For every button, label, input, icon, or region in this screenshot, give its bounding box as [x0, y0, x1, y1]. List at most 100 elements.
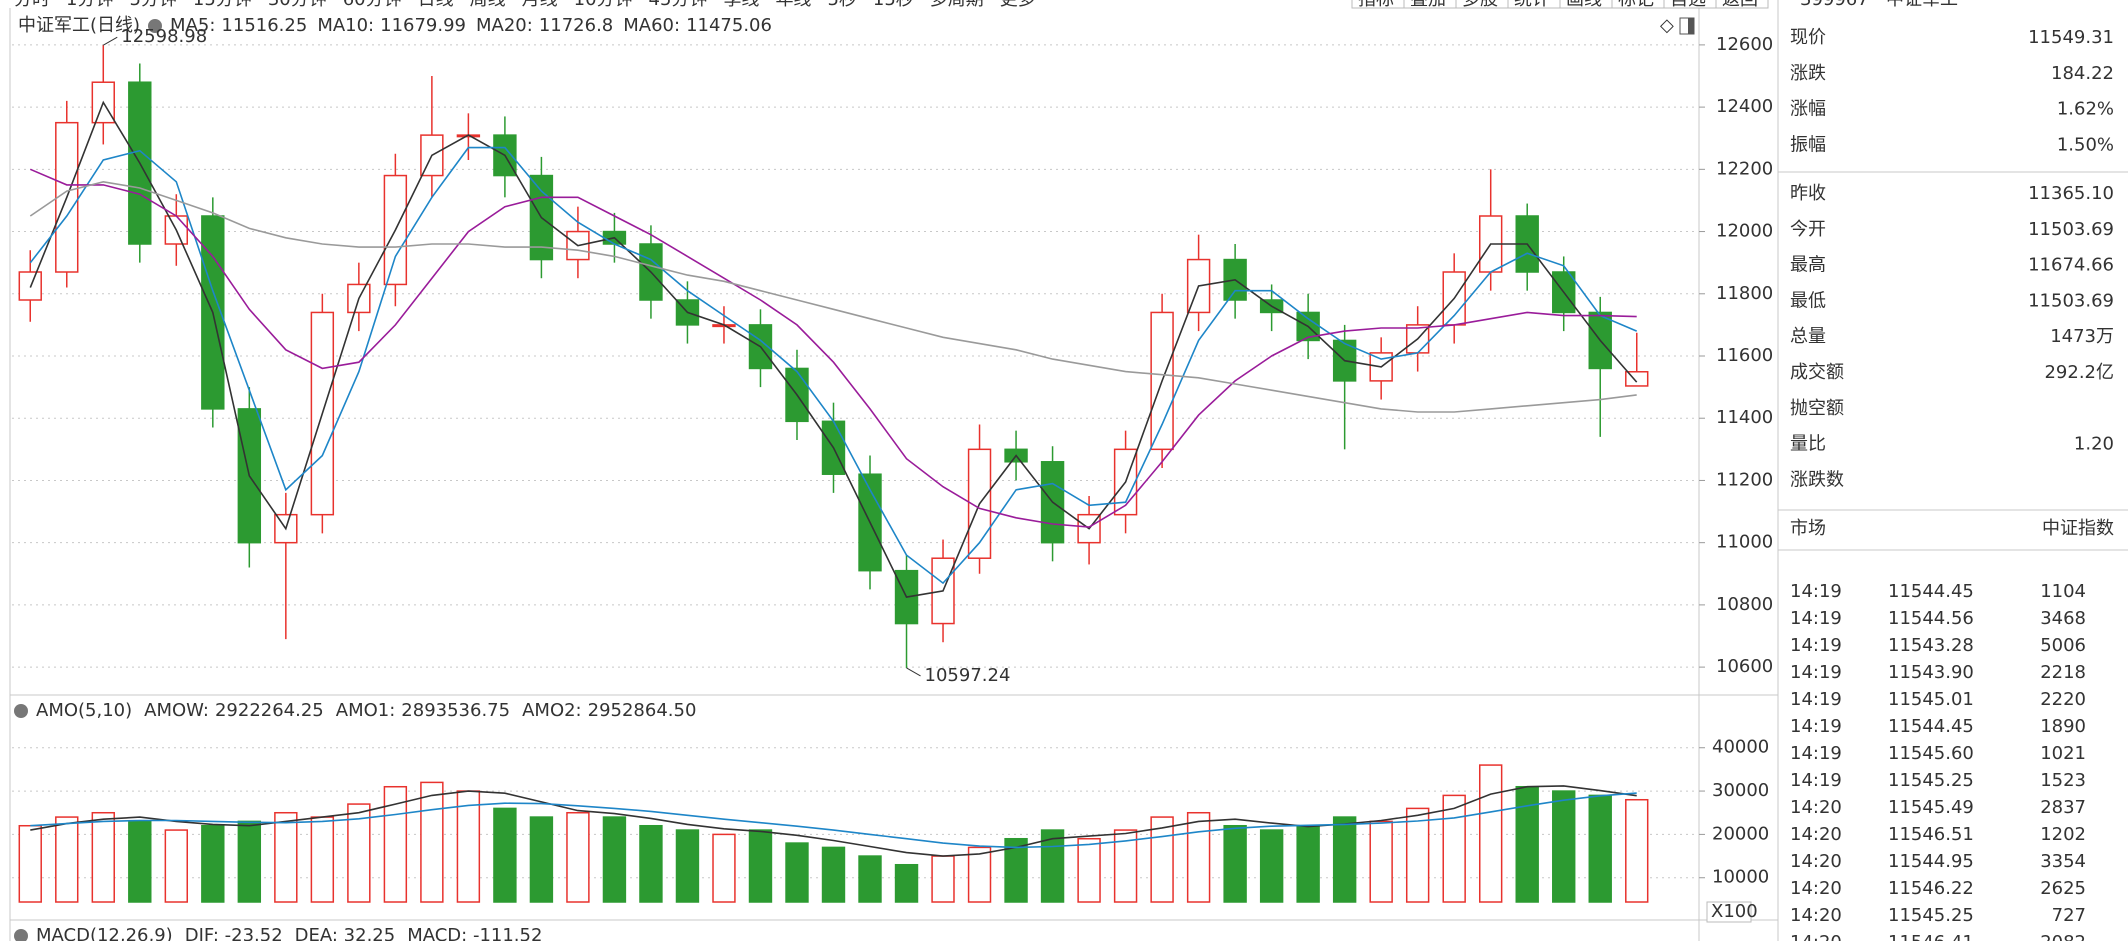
period-tab[interactable]: 15分钟	[193, 0, 252, 10]
period-tab[interactable]: 分时	[14, 0, 50, 10]
tool-label[interactable]: 返回	[1722, 0, 1758, 10]
volume-bar	[128, 820, 152, 903]
tick-volume: 1523	[2040, 770, 2086, 791]
volume-bar	[1150, 816, 1174, 903]
volume-bar	[420, 781, 444, 903]
volume-bar	[858, 855, 882, 903]
tool-label[interactable]: 多股	[1462, 0, 1498, 10]
settings-icon[interactable]	[14, 929, 28, 941]
quote-value: 1.62%	[2057, 99, 2114, 120]
tool-button[interactable]	[1559, 0, 1613, 9]
quote-value: 1473万	[2050, 326, 2114, 347]
legend-value: 2922264.25	[215, 700, 324, 721]
legend-name: MA5:	[170, 15, 215, 36]
period-tab[interactable]: 1分钟	[66, 0, 113, 10]
legend-name: MA20:	[476, 15, 533, 36]
layout-icon-fill	[1688, 18, 1694, 34]
tick-volume: 1104	[2040, 581, 2086, 602]
tick-price: 11545.49	[1888, 797, 1974, 818]
tick-price: 11544.56	[1888, 608, 1974, 629]
period-tab[interactable]: 多周期	[930, 0, 984, 10]
quote-label: 现价	[1790, 27, 1826, 48]
tick-volume: 5006	[2040, 635, 2086, 656]
period-tab[interactable]: 15秒	[873, 0, 914, 10]
volume-bar	[1478, 764, 1503, 903]
volume-bar	[566, 811, 590, 903]
legend-value: 11679.99	[380, 15, 466, 36]
volume-bar	[675, 829, 700, 903]
quote-value: 11674.66	[2028, 255, 2114, 276]
volume-bar	[1004, 837, 1028, 903]
chart-title: 中证军工(日线)	[18, 15, 140, 36]
period-tab[interactable]: 更多	[1000, 0, 1036, 10]
tool-button[interactable]	[1455, 0, 1509, 9]
volume-bar	[1442, 794, 1466, 903]
period-tab[interactable]: 年线	[775, 0, 811, 10]
tick-price: 11546.41	[1888, 932, 1974, 941]
tick-time: 14:20	[1790, 797, 1842, 818]
y-tick-label: 10800	[1716, 594, 1773, 615]
tick-volume: 2837	[2040, 797, 2086, 818]
period-tab[interactable]: 45分钟	[649, 0, 708, 10]
ma-line	[29, 146, 1638, 585]
annotation-arrow	[103, 36, 118, 46]
tool-label[interactable]: 指标	[1358, 0, 1394, 10]
annotation-label: 10597.24	[925, 665, 1011, 686]
volume-bar	[201, 824, 225, 903]
volume-bar	[1113, 829, 1138, 903]
volume-bar	[1369, 820, 1393, 903]
tick-volume: 1202	[2040, 824, 2086, 845]
volume-bar	[1405, 807, 1430, 903]
volume-bar	[967, 846, 992, 903]
tick-time: 14:20	[1790, 878, 1842, 899]
tool-label[interactable]: 叠加	[1410, 0, 1446, 10]
stock-code: 399967	[1800, 0, 1869, 10]
tool-button[interactable]	[1507, 0, 1561, 9]
stock-name: 中证军工	[1886, 0, 1958, 10]
tool-label[interactable]: 标记	[1618, 0, 1654, 10]
period-tab[interactable]: 周线	[470, 0, 506, 10]
legend-name: AMOW:	[144, 700, 209, 721]
legend-name: MA60:	[623, 15, 680, 36]
period-tab[interactable]: 5分钟	[129, 0, 176, 10]
tool-label[interactable]: 统计	[1514, 0, 1550, 10]
tool-button[interactable]	[1351, 0, 1405, 9]
tool-button[interactable]	[1611, 0, 1665, 9]
period-tab[interactable]: 5秒	[827, 0, 856, 10]
tick-time: 14:20	[1790, 905, 1842, 926]
volume-bar	[347, 803, 371, 903]
period-tab[interactable]: 60分钟	[343, 0, 402, 10]
indicator-item: DIF: -23.52	[185, 925, 283, 941]
legend-value: 2952864.50	[588, 700, 697, 721]
tool-label[interactable]: 画线	[1566, 0, 1602, 10]
volume-bar	[493, 807, 517, 903]
settings-icon[interactable]	[148, 19, 162, 33]
tick-price: 11543.90	[1888, 662, 1974, 683]
ma-line	[30, 792, 1637, 849]
tool-label[interactable]: 自选	[1670, 0, 1706, 10]
settings-icon[interactable]	[14, 704, 28, 718]
tool-button[interactable]	[1663, 0, 1717, 9]
chart-title: AMO(5,10)	[36, 700, 132, 721]
quote-label: 今开	[1790, 219, 1826, 240]
volume-bar	[164, 829, 189, 903]
indicator-title: MACD(12,26,9)	[36, 925, 173, 941]
y-tick-label: 30000	[1712, 780, 1769, 801]
tool-button[interactable]	[1403, 0, 1457, 9]
tick-price: 11545.01	[1888, 689, 1974, 710]
legend-name: AMO1:	[336, 700, 396, 721]
volume-bar	[1259, 829, 1284, 903]
ma-line	[30, 785, 1637, 857]
tick-volume: 2220	[2040, 689, 2086, 710]
draw-icon[interactable]: ◇	[1660, 15, 1674, 36]
annotation-label: 12598.98	[121, 26, 207, 47]
period-tab[interactable]: 季线	[723, 0, 759, 10]
tick-time: 14:19	[1790, 743, 1842, 764]
tick-price: 11544.45	[1888, 716, 1974, 737]
period-tab[interactable]: 月线	[522, 0, 558, 10]
period-tab[interactable]: 30分钟	[268, 0, 327, 10]
period-tab[interactable]: 10分钟	[574, 0, 633, 10]
period-tab[interactable]: 日线	[418, 0, 454, 10]
tool-button[interactable]	[1715, 0, 1769, 9]
tick-price: 11545.25	[1888, 770, 1974, 791]
